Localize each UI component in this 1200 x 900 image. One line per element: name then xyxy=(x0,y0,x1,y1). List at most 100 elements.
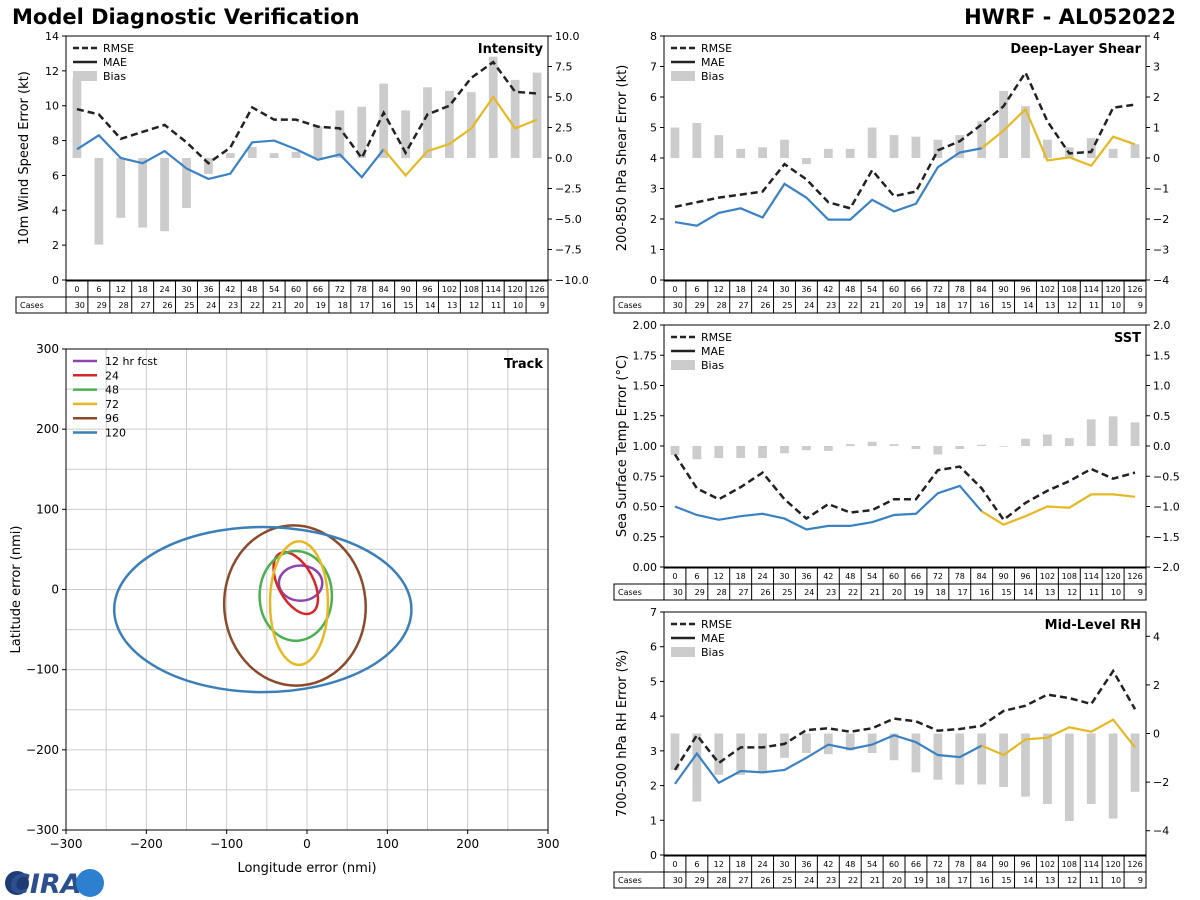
case-cell: 22 xyxy=(848,876,858,885)
y2-tick-label: 4 xyxy=(1153,630,1160,643)
hour-cell: 48 xyxy=(845,860,855,869)
case-cell: 15 xyxy=(1001,876,1011,885)
bias-bar xyxy=(867,441,877,446)
case-cell: 28 xyxy=(119,301,129,310)
y-tick-label: 5 xyxy=(650,675,657,688)
case-cell: 20 xyxy=(892,876,902,885)
hour-cell: 120 xyxy=(1105,572,1120,581)
y-tick-label: 0.75 xyxy=(633,470,658,483)
y-tick-label: 1 xyxy=(650,244,657,257)
hour-cell: 84 xyxy=(977,285,987,294)
y-tick-label: 1.00 xyxy=(633,440,658,453)
bias-bar xyxy=(955,135,965,158)
hour-cell: 96 xyxy=(422,285,432,294)
case-cell: 12 xyxy=(1067,301,1077,310)
bias-bar xyxy=(933,733,943,780)
case-cell: 22 xyxy=(848,301,858,310)
hour-cell: 66 xyxy=(911,860,921,869)
bias-bar xyxy=(225,153,235,158)
case-cell: 19 xyxy=(316,301,326,310)
y2-tick-label: 2.0 xyxy=(1153,319,1171,332)
y-tick-label: 2 xyxy=(52,239,59,252)
y-tick-label: 3 xyxy=(650,745,657,758)
y-tick-label: 7 xyxy=(650,61,657,74)
y2-tick-label: −2.5 xyxy=(555,183,582,196)
y-tick-label: 8 xyxy=(52,135,59,148)
case-cell: 26 xyxy=(760,301,770,310)
hour-cell: 36 xyxy=(801,572,811,581)
y2-tick-label: −3 xyxy=(1153,244,1169,257)
y-tick-label: 0.50 xyxy=(633,501,658,514)
y-tick-label: 8 xyxy=(650,30,657,43)
hour-cell: 66 xyxy=(911,285,921,294)
hour-cell: 84 xyxy=(379,285,389,294)
case-cell: 29 xyxy=(695,301,705,310)
hour-cell: 6 xyxy=(694,860,699,869)
storm-title: HWRF - AL052022 xyxy=(964,5,1176,29)
bias-bar xyxy=(911,446,921,450)
case-cell: 25 xyxy=(184,301,194,310)
case-cell: 10 xyxy=(1111,588,1121,597)
case-cell: 13 xyxy=(1045,876,1055,885)
y2-tick-label: −2 xyxy=(1153,213,1169,226)
mae-line-late xyxy=(382,95,538,178)
y2-tick-label: 7.5 xyxy=(555,61,573,74)
case-cell: 17 xyxy=(958,301,968,310)
track-ellipse xyxy=(222,524,367,687)
bias-bar xyxy=(488,56,498,158)
y-tick-label: 100 xyxy=(36,502,59,516)
y-tick-label: 300 xyxy=(36,342,59,356)
case-cell: 27 xyxy=(738,588,748,597)
hour-cell: 24 xyxy=(757,285,767,294)
hour-cell: 120 xyxy=(507,285,522,294)
case-cell: 20 xyxy=(892,588,902,597)
case-cell: 28 xyxy=(717,876,727,885)
mae-line-late xyxy=(981,493,1136,526)
case-cell: 15 xyxy=(1001,588,1011,597)
hour-cell: 42 xyxy=(225,285,235,294)
hour-cell: 54 xyxy=(867,572,877,581)
mae-line-late xyxy=(980,107,1136,167)
y2-tick-label: −10.0 xyxy=(555,274,589,287)
case-cell: 18 xyxy=(936,876,946,885)
bias-bar xyxy=(1043,733,1052,804)
bias-bar xyxy=(670,127,680,158)
case-cell: 9 xyxy=(1138,876,1143,885)
bias-bar xyxy=(889,135,899,158)
y2-tick-label: 1 xyxy=(1153,122,1160,135)
case-cell: 16 xyxy=(381,301,391,310)
bias-bar xyxy=(1130,422,1140,446)
y2-tick-label: −0.5 xyxy=(1153,470,1180,483)
track-ellipse xyxy=(268,540,330,667)
bias-bar xyxy=(1108,733,1118,819)
bias-bar xyxy=(845,733,855,751)
y-axis-label: 200-850 hPa Shear Error (kt) xyxy=(615,65,630,252)
bias-bar xyxy=(692,446,702,460)
hour-cell: 18 xyxy=(736,572,746,581)
case-cell: 16 xyxy=(979,301,989,310)
hour-cell: 12 xyxy=(714,860,724,869)
case-cell: 17 xyxy=(360,301,370,310)
case-cell: 19 xyxy=(914,876,924,885)
bias-bar xyxy=(379,83,389,158)
case-cell: 12 xyxy=(1067,588,1077,597)
bias-bar xyxy=(1021,733,1030,797)
chart-title: Track xyxy=(504,357,543,372)
hour-cell: 42 xyxy=(823,572,833,581)
y2-tick-label: 3 xyxy=(1153,61,1160,74)
hour-cell: 102 xyxy=(1040,572,1055,581)
y2-tick-label: 0 xyxy=(1153,152,1160,165)
x-tick-label: −300 xyxy=(50,837,83,851)
y2-tick-label: −2 xyxy=(1153,776,1169,789)
hour-cell: 18 xyxy=(736,860,746,869)
bias-bar xyxy=(977,121,987,158)
hour-cell: 84 xyxy=(977,572,987,581)
y2-tick-label: 0.0 xyxy=(555,152,573,165)
hour-cell: 6 xyxy=(694,572,699,581)
y2-tick-label: 1.0 xyxy=(1153,380,1171,393)
hour-cell: 12 xyxy=(714,572,724,581)
y-tick-label: −100 xyxy=(26,663,59,677)
case-cell: 23 xyxy=(826,876,836,885)
case-cell: 27 xyxy=(738,876,748,885)
rmse-line xyxy=(673,453,1136,522)
